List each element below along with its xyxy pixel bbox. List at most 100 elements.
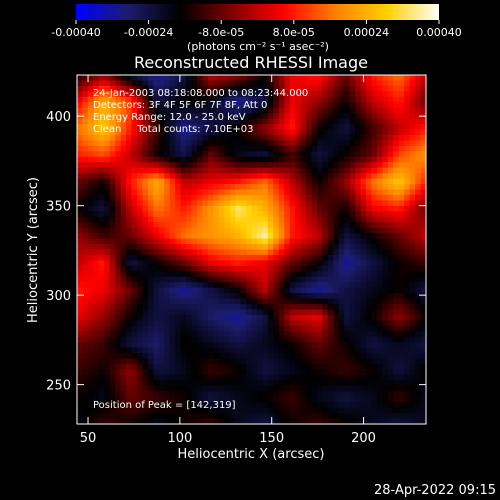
heatmap-cell: [300, 364, 307, 371]
heatmap-cell: [409, 249, 416, 256]
heatmap-cell: [120, 173, 127, 180]
heatmap-cell: [327, 298, 334, 305]
heatmap-cell: [175, 233, 182, 240]
heatmap-cell: [164, 205, 171, 212]
heatmap-cell: [136, 233, 144, 240]
heatmap-cell: [115, 205, 122, 212]
heatmap-cell: [327, 189, 334, 196]
heatmap-cell: [131, 331, 138, 338]
heatmap-cell: [126, 374, 133, 381]
heatmap-cell: [311, 200, 318, 207]
heatmap-cell: [300, 129, 307, 136]
heatmap-cell: [355, 353, 362, 360]
heatmap-cell: [77, 396, 84, 403]
heatmap-cell: [273, 407, 280, 414]
heatmap-cell: [218, 342, 225, 349]
heatmap-cell: [104, 244, 111, 251]
heatmap-cell: [360, 80, 367, 87]
heatmap-cell: [104, 102, 111, 109]
heatmap-cell: [153, 304, 160, 311]
heatmap-cell: [158, 85, 165, 92]
heatmap-cell: [147, 282, 154, 289]
heatmap-cell: [327, 113, 334, 120]
heatmap-cell: [420, 102, 426, 109]
heatmap-cell: [355, 140, 362, 147]
heatmap-cell: [273, 233, 280, 240]
heatmap-cell: [109, 85, 116, 92]
heatmap-cell: [240, 85, 247, 92]
heatmap-cell: [355, 325, 362, 332]
heatmap-cell: [235, 145, 242, 152]
heatmap-cell: [191, 156, 198, 163]
heatmap-cell: [136, 173, 144, 180]
heatmap-cell: [415, 293, 422, 300]
heatmap-cell: [311, 113, 318, 120]
heatmap-cell: [115, 391, 122, 398]
heatmap-cell: [344, 396, 351, 403]
heatmap-cell: [147, 331, 154, 338]
heatmap-cell: [409, 129, 416, 136]
heatmap-cell: [420, 304, 426, 311]
heatmap-cell: [262, 118, 269, 125]
heatmap-cell: [300, 238, 307, 245]
heatmap-cell: [300, 151, 307, 158]
heatmap-cell: [207, 276, 214, 283]
heatmap-cell: [316, 418, 323, 424]
heatmap-cell: [240, 233, 247, 240]
heatmap-cell: [289, 309, 296, 316]
heatmap-cell: [360, 369, 367, 376]
heatmap-cell: [136, 205, 144, 212]
heatmap-cell: [278, 91, 285, 98]
heatmap-cell: [409, 407, 416, 414]
heatmap-cell: [327, 407, 334, 414]
heatmap-cell: [191, 385, 198, 392]
heatmap-cell: [131, 418, 138, 424]
heatmap-cell: [153, 391, 160, 398]
heatmap-cell: [240, 364, 247, 371]
heatmap-cell: [333, 314, 340, 321]
heatmap-cell: [322, 227, 329, 234]
heatmap-cell: [409, 96, 416, 103]
heatmap-cell: [164, 238, 171, 245]
heatmap-cell: [273, 96, 280, 103]
heatmap-cell: [256, 91, 264, 98]
heatmap-cell: [382, 309, 389, 316]
heatmap-cell: [213, 407, 220, 414]
heatmap-cell: [213, 298, 220, 305]
heatmap-cell: [366, 407, 373, 414]
heatmap-cell: [180, 107, 187, 114]
heatmap-cell: [371, 364, 378, 371]
heatmap-cell: [229, 211, 236, 218]
heatmap-cell: [284, 309, 291, 316]
heatmap-cell: [295, 271, 302, 278]
heatmap-cell: [240, 156, 247, 163]
heatmap-cell: [251, 194, 258, 202]
heatmap-cell: [131, 134, 138, 142]
heatmap-cell: [240, 293, 247, 300]
heatmap-cell: [196, 304, 204, 311]
heatmap-cell: [262, 80, 269, 87]
heatmap-cell: [142, 347, 149, 354]
heatmap-cell: [251, 189, 258, 196]
heatmap-cell: [224, 282, 231, 289]
heatmap-cell: [284, 200, 291, 207]
heatmap-cell: [278, 309, 285, 316]
heatmap-cell: [382, 216, 389, 223]
heatmap-cell: [169, 75, 176, 82]
heatmap-cell: [273, 124, 280, 131]
heatmap-cell: [126, 244, 133, 251]
heatmap-cell: [207, 124, 214, 131]
heatmap-cell: [93, 211, 100, 218]
heatmap-cell: [196, 107, 204, 114]
heatmap-cell: [246, 342, 253, 349]
heatmap-cell: [398, 385, 405, 392]
heatmap-cell: [207, 238, 214, 245]
heatmap-cell: [300, 227, 307, 234]
heatmap-cell: [142, 238, 149, 245]
heatmap-cell: [306, 309, 313, 316]
heatmap-cell: [229, 276, 236, 283]
heatmap-cell: [344, 156, 351, 163]
heatmap-cell: [284, 91, 291, 98]
heatmap-cell: [126, 298, 133, 305]
heatmap-cell: [262, 309, 269, 316]
